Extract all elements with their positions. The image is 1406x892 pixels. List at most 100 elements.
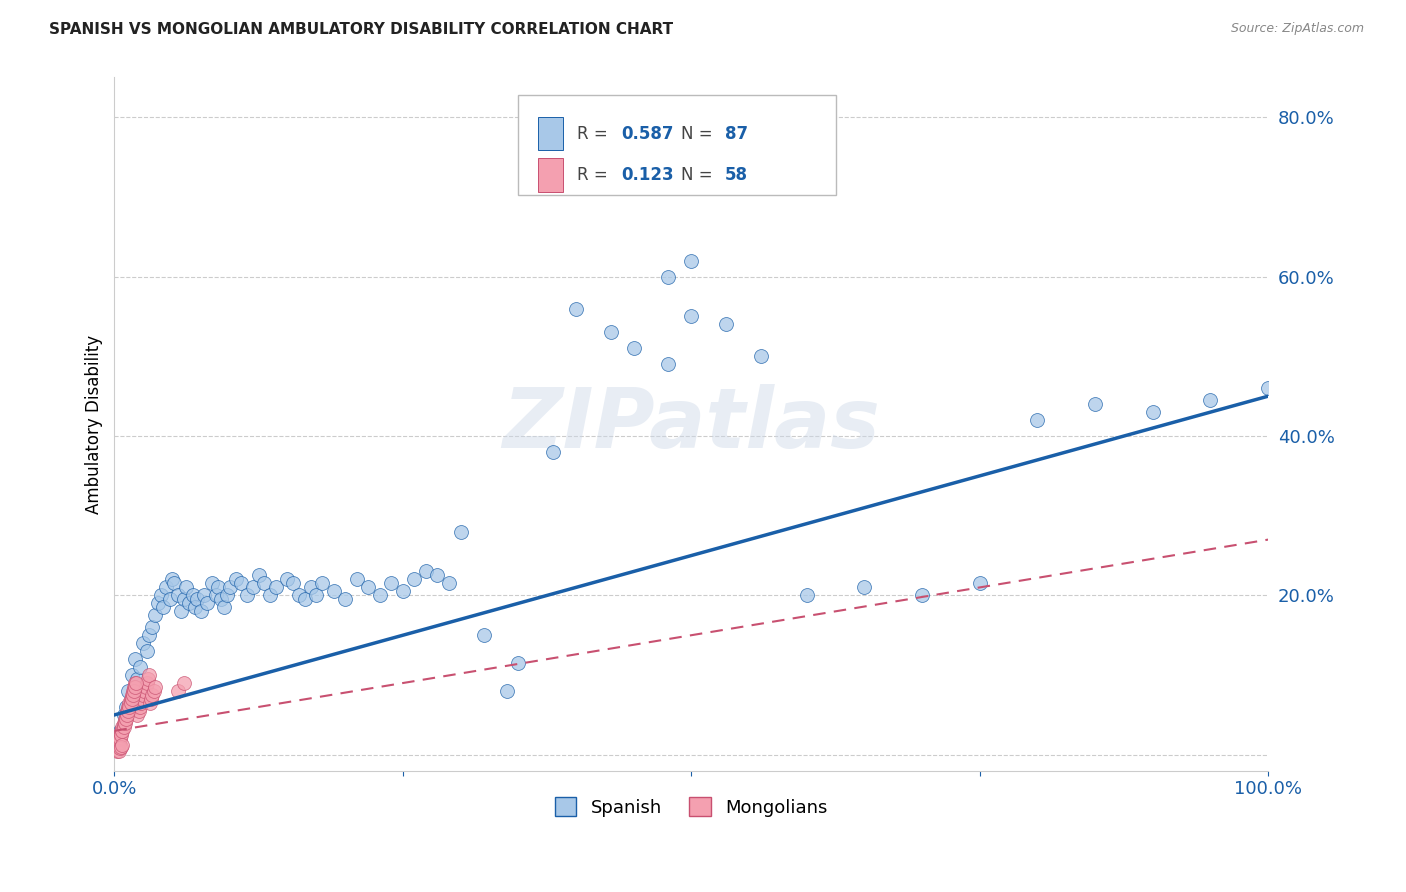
- Point: [346, 573, 368, 587]
- Point: [138, 628, 160, 642]
- Point: [242, 581, 264, 595]
- Point: [143, 680, 166, 694]
- Point: [108, 723, 131, 738]
- Point: [110, 723, 132, 738]
- Point: [122, 684, 145, 698]
- Point: [276, 573, 298, 587]
- Point: [134, 684, 156, 698]
- Point: [129, 696, 152, 710]
- Point: [135, 644, 157, 658]
- Point: [205, 588, 228, 602]
- Point: [128, 700, 150, 714]
- Point: [283, 576, 305, 591]
- Point: [167, 684, 190, 698]
- Point: [181, 588, 204, 602]
- FancyBboxPatch shape: [519, 95, 835, 195]
- Text: 58: 58: [724, 166, 748, 184]
- Point: [117, 700, 139, 714]
- Point: [167, 588, 190, 602]
- Point: [139, 696, 162, 710]
- Text: 0.587: 0.587: [621, 125, 673, 143]
- Point: [108, 736, 131, 750]
- Point: [174, 581, 197, 595]
- Point: [121, 692, 143, 706]
- Point: [657, 269, 679, 284]
- Point: [112, 707, 135, 722]
- Point: [911, 588, 934, 602]
- Point: [415, 565, 437, 579]
- Point: [623, 342, 645, 356]
- Point: [105, 739, 128, 754]
- Point: [231, 576, 253, 591]
- Point: [236, 588, 259, 602]
- Point: [160, 573, 183, 587]
- Point: [1026, 413, 1049, 427]
- Point: [311, 576, 333, 591]
- Point: [170, 604, 193, 618]
- Point: [108, 731, 131, 746]
- Point: [1142, 405, 1164, 419]
- Point: [450, 524, 472, 539]
- Point: [111, 723, 134, 738]
- Point: [112, 715, 135, 730]
- Point: [132, 688, 155, 702]
- Point: [969, 576, 991, 591]
- Point: [110, 739, 132, 754]
- Point: [508, 656, 530, 670]
- Point: [368, 588, 391, 602]
- Point: [681, 253, 703, 268]
- Point: [127, 707, 149, 722]
- Point: [173, 676, 195, 690]
- Point: [115, 704, 138, 718]
- Point: [142, 684, 165, 698]
- Point: [125, 676, 148, 690]
- Point: [117, 684, 139, 698]
- Point: [143, 608, 166, 623]
- Point: [1257, 381, 1279, 395]
- Point: [380, 576, 402, 591]
- Point: [135, 680, 157, 694]
- Point: [148, 596, 170, 610]
- Point: [681, 310, 703, 324]
- Point: [173, 592, 195, 607]
- Point: [111, 738, 134, 752]
- Point: [186, 592, 208, 607]
- Point: [124, 680, 146, 694]
- Point: [322, 584, 344, 599]
- Point: [115, 712, 138, 726]
- Text: 0.123: 0.123: [621, 166, 673, 184]
- Point: [333, 592, 356, 607]
- Point: [796, 588, 818, 602]
- Point: [207, 581, 229, 595]
- Point: [264, 581, 287, 595]
- Point: [107, 739, 129, 754]
- Point: [121, 668, 143, 682]
- Point: [118, 696, 141, 710]
- Point: [217, 588, 239, 602]
- Point: [357, 581, 380, 595]
- Point: [131, 692, 153, 706]
- Text: N =: N =: [681, 125, 718, 143]
- Point: [110, 728, 132, 742]
- Point: [105, 744, 128, 758]
- Point: [599, 326, 621, 340]
- Point: [108, 736, 131, 750]
- Point: [107, 731, 129, 746]
- Point: [120, 696, 142, 710]
- Point: [112, 720, 135, 734]
- Point: [108, 744, 131, 758]
- Text: N =: N =: [681, 166, 718, 184]
- Point: [209, 592, 232, 607]
- Point: [121, 688, 143, 702]
- Point: [118, 700, 141, 714]
- Point: [190, 604, 212, 618]
- Text: SPANISH VS MONGOLIAN AMBULATORY DISABILITY CORRELATION CHART: SPANISH VS MONGOLIAN AMBULATORY DISABILI…: [49, 22, 673, 37]
- Point: [125, 700, 148, 714]
- Point: [115, 707, 138, 722]
- Point: [138, 668, 160, 682]
- FancyBboxPatch shape: [538, 159, 564, 192]
- Point: [184, 600, 207, 615]
- Point: [426, 568, 449, 582]
- Point: [122, 680, 145, 694]
- Point: [122, 684, 145, 698]
